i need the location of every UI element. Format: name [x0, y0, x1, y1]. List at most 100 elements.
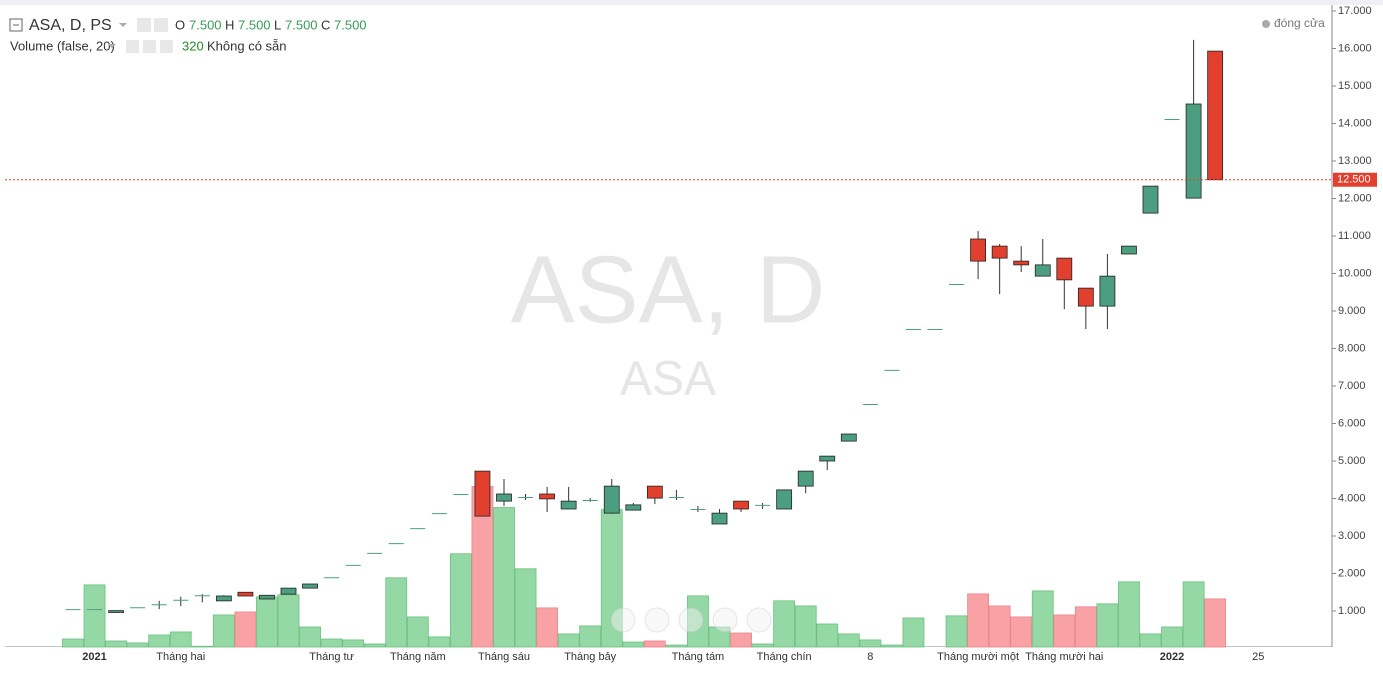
candle-body: [1056, 257, 1073, 281]
candle-body: [1099, 275, 1116, 307]
candle-body: [496, 493, 512, 502]
candle-body: [1207, 50, 1224, 181]
x-tick-label: 2022: [1160, 651, 1184, 663]
candle-body: [259, 594, 275, 600]
zoom-out-button[interactable]: [644, 607, 670, 633]
reset-button[interactable]: [678, 607, 704, 633]
candle-body: [733, 500, 749, 510]
volume-title: Volume (false, 20): [10, 38, 115, 53]
candle-body: [302, 583, 318, 589]
candle-body: [970, 238, 986, 262]
settings-button[interactable]: [154, 18, 168, 32]
last-price-box: [1333, 172, 1377, 187]
volume-bar: [256, 596, 278, 648]
remove-button[interactable]: [160, 40, 173, 53]
watermark: ASA, D: [511, 236, 826, 343]
x-tick-label: Tháng mười một: [937, 651, 1019, 663]
y-tick-label: 7.000: [1338, 380, 1366, 392]
x-tick-label: Tháng năm: [390, 651, 446, 663]
volume-bar: [1074, 606, 1097, 648]
eye-button[interactable]: [126, 40, 139, 53]
candle-body: [560, 500, 577, 510]
zoom-in-button[interactable]: [712, 607, 738, 633]
volume-bar: [859, 639, 882, 648]
scroll-left-button[interactable]: [610, 607, 636, 633]
candle-body: [1013, 260, 1030, 266]
candle-body: [453, 494, 469, 495]
candle-body: [431, 513, 447, 515]
volume-bar: [320, 638, 343, 648]
y-tick-label: 14.000: [1338, 117, 1372, 129]
low-value: 7.500: [285, 17, 318, 32]
candle-body: [65, 609, 81, 611]
volume-bar: [234, 611, 257, 648]
y-tick-label: 1.000: [1338, 605, 1366, 617]
candle-body: [927, 329, 943, 330]
volume-bar: [881, 644, 903, 648]
dropdown-icon[interactable]: [119, 23, 127, 27]
candle-body: [755, 504, 771, 506]
y-tick-label: 12.000: [1338, 192, 1372, 204]
y-tick-label: 17.000: [1338, 5, 1372, 17]
x-tick-label: 25: [1252, 651, 1264, 663]
volume-value: 320: [182, 38, 204, 53]
candle-body: [776, 489, 793, 510]
collapse-button[interactable]: [9, 18, 23, 32]
y-tick-label: 3.000: [1338, 530, 1366, 542]
candle-body: [130, 607, 146, 609]
volume-status: Không có sẵn: [207, 38, 287, 53]
volume-bar: [1204, 598, 1227, 648]
volume-bar: [363, 643, 386, 648]
scroll-right-button[interactable]: [746, 607, 772, 633]
volume-bar: [342, 639, 365, 648]
candle-body: [862, 404, 878, 405]
candle-body: [87, 609, 103, 611]
candle-body: [949, 284, 965, 285]
volume-bar: [816, 623, 839, 648]
volume-bar: [557, 633, 580, 648]
volume-bar: [493, 507, 515, 648]
volume-bar: [1096, 603, 1119, 648]
market-status: đóng cửa: [1274, 16, 1325, 30]
y-tick-label: 8.000: [1338, 342, 1366, 354]
candle-body: [668, 497, 684, 498]
y-tick-label: 2.000: [1338, 567, 1366, 579]
volume-bar: [622, 641, 645, 648]
candle-body: [539, 493, 555, 500]
watermark-sub: ASA: [620, 353, 716, 406]
candle-body: [884, 369, 900, 371]
candle-body: [388, 543, 404, 545]
volume-bar: [643, 640, 666, 648]
candle-body: [345, 564, 361, 566]
candle-body: [151, 604, 167, 606]
settings-button[interactable]: [143, 40, 156, 53]
low-label: L: [274, 17, 281, 32]
volume-bar: [1053, 614, 1076, 648]
volume-bar: [945, 615, 968, 648]
candle-body: [711, 512, 728, 525]
candle-body: [173, 599, 189, 601]
volume-bar: [1139, 633, 1162, 648]
volume-bar: [1182, 581, 1205, 648]
volume-bar: [773, 600, 796, 648]
close-label: C: [321, 17, 330, 32]
candle-body: [1185, 103, 1202, 199]
dropdown-icon[interactable]: [108, 44, 116, 48]
x-tick-label: Tháng tư: [309, 651, 354, 663]
eye-button[interactable]: [137, 18, 151, 32]
y-tick-label: 10.000: [1338, 267, 1372, 279]
volume-bar: [277, 594, 300, 648]
candle-body: [625, 504, 642, 511]
volume-bar: [988, 605, 1011, 648]
volume-bar: [169, 631, 192, 648]
candle-body: [905, 329, 921, 330]
volume-bar: [428, 636, 451, 648]
volume-bar: [148, 634, 171, 648]
volume-bar: [191, 645, 214, 648]
volume-bar: [105, 640, 127, 648]
candle-body: [840, 433, 857, 442]
y-tick-label: 11.000: [1338, 230, 1371, 242]
volume-bar: [212, 614, 235, 648]
symbol-title: ASA, D, PS: [29, 17, 112, 34]
zoom-controls: [610, 607, 772, 633]
